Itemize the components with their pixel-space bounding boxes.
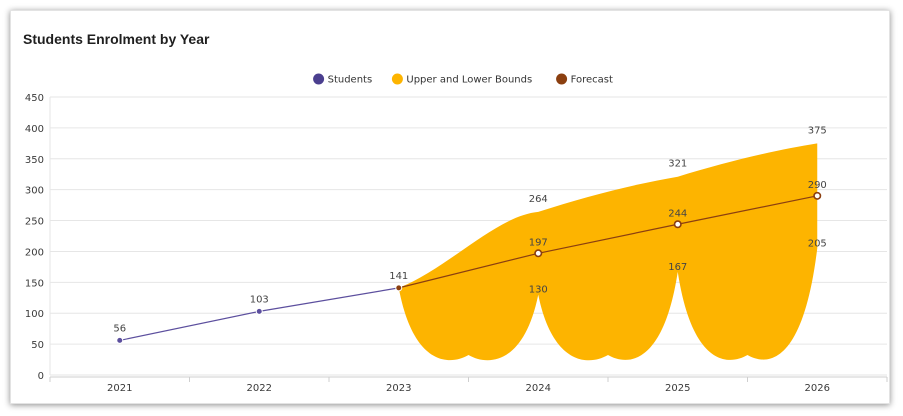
lower-bound-label: 167 xyxy=(668,262,687,273)
x-tick-label: 2021 xyxy=(107,383,132,394)
data-labels: 56 103 141 197 244 290 264 130 321 167 375 205 xyxy=(113,125,826,334)
legend-label-bounds: Upper and Lower Bounds xyxy=(406,75,532,86)
lower-bound-label: 130 xyxy=(529,285,548,296)
y-tick-label: 50 xyxy=(31,340,44,351)
legend-item-students: Students xyxy=(313,73,373,86)
forecast-point xyxy=(673,220,682,229)
upper-bound-label: 375 xyxy=(808,125,827,136)
y-tick-label: 150 xyxy=(25,278,44,289)
students-point xyxy=(395,284,403,292)
forecast-point xyxy=(534,249,543,258)
upper-bound-label: 264 xyxy=(529,194,548,205)
x-tick-label: 2023 xyxy=(386,383,411,394)
students-data-label: 141 xyxy=(389,271,408,282)
legend-label-forecast: Forecast xyxy=(571,75,613,86)
legend-label-students: Students xyxy=(328,75,373,86)
y-tick-label: 0 xyxy=(38,371,44,382)
y-tick-label: 450 xyxy=(25,93,44,104)
forecast-data-label: 197 xyxy=(529,237,548,248)
forecast-data-label: 290 xyxy=(808,180,827,191)
y-tick-label: 400 xyxy=(25,124,44,135)
y-axis: 0 50 100 150 200 250 300 350 400 450 xyxy=(25,93,44,382)
legend-marker-forecast xyxy=(556,73,568,85)
students-point xyxy=(116,336,124,344)
legend: Students Upper and Lower Bounds Forecast xyxy=(313,73,613,86)
forecast-line xyxy=(398,195,818,289)
y-tick-label: 350 xyxy=(25,155,44,166)
y-tick-label: 250 xyxy=(25,217,44,228)
y-tick-label: 100 xyxy=(25,309,44,320)
x-tick-label: 2024 xyxy=(526,383,551,394)
bounds-area xyxy=(398,143,818,361)
legend-marker-bounds xyxy=(391,73,403,85)
y-tick-label: 200 xyxy=(25,247,44,258)
legend-item-bounds: Upper and Lower Bounds xyxy=(391,73,532,86)
chart-title: Students Enrolment by Year xyxy=(23,31,210,47)
upper-bound-label: 321 xyxy=(668,159,687,170)
forecast-point xyxy=(813,191,822,200)
students-data-label: 56 xyxy=(113,323,126,334)
plot-area xyxy=(116,143,822,361)
legend-item-forecast: Forecast xyxy=(556,73,613,86)
legend-marker-students xyxy=(313,73,325,85)
y-tick-label: 300 xyxy=(25,186,44,197)
x-axis: 2021 2022 2023 2024 2025 2026 xyxy=(49,376,888,394)
lower-bound-label: 205 xyxy=(808,238,827,249)
x-tick-label: 2025 xyxy=(665,383,690,394)
x-tick-label: 2026 xyxy=(805,383,830,394)
forecast-data-label: 244 xyxy=(668,208,687,219)
x-tick-label: 2022 xyxy=(247,383,272,394)
students-point xyxy=(255,307,263,315)
students-data-label: 103 xyxy=(250,294,269,305)
